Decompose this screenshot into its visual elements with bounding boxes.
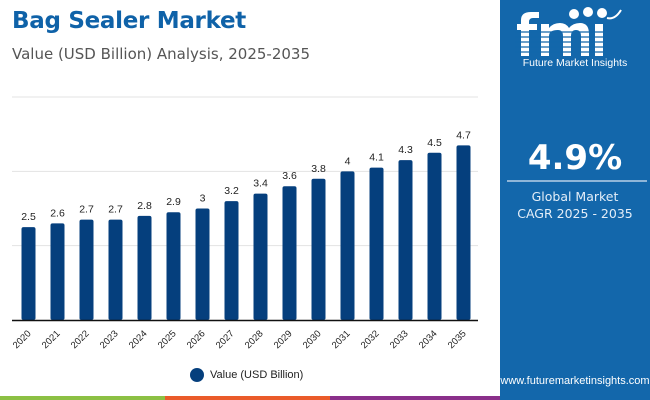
x-tick-label-2028: 2028 bbox=[243, 328, 266, 351]
bar-2034 bbox=[427, 152, 442, 320]
x-tick-label-2020: 2020 bbox=[11, 328, 34, 351]
legend-label: Value (USD Billion) bbox=[210, 369, 304, 381]
footer-strip-purple bbox=[330, 396, 500, 400]
bar-2033 bbox=[398, 160, 413, 320]
fmi-logo-icon bbox=[515, 7, 622, 56]
bar-chart: 2.5 2.6 2.7 2.7 2.8 2.9 3 3.2 3.4 3.6 3.8 4 4.1 4.3 4.… bbox=[11, 96, 478, 351]
bar-2031 bbox=[340, 171, 355, 320]
bar-2026 bbox=[195, 208, 210, 320]
chart-subtitle: Value (USD Billion) Analysis, 2025-2035 bbox=[12, 45, 310, 63]
x-tick-label-2024: 2024 bbox=[127, 328, 150, 351]
bar-2030 bbox=[311, 178, 326, 320]
bar-2023 bbox=[108, 219, 123, 320]
x-tick-label-2022: 2022 bbox=[69, 328, 92, 351]
data-label-2031: 4 bbox=[345, 155, 351, 167]
bar-2029 bbox=[282, 186, 297, 320]
footer-strip-green bbox=[0, 396, 165, 400]
x-tick-label-2030: 2030 bbox=[301, 328, 324, 351]
x-tick-label-2021: 2021 bbox=[40, 328, 63, 351]
x-tick-label-2027: 2027 bbox=[214, 328, 237, 351]
bar-2027 bbox=[224, 201, 239, 320]
footer-strip-orange bbox=[165, 396, 330, 400]
data-label-2021: 2.6 bbox=[50, 207, 65, 219]
data-label-2025: 2.9 bbox=[166, 196, 181, 208]
data-label-2028: 3.4 bbox=[253, 178, 268, 190]
website-link[interactable]: www.futuremarketinsights.com bbox=[500, 375, 650, 387]
bar-2021 bbox=[50, 223, 65, 320]
data-label-2035: 4.7 bbox=[456, 129, 471, 141]
bar-2025 bbox=[166, 212, 181, 320]
x-tick-label-2023: 2023 bbox=[98, 328, 121, 351]
x-tick-label-2033: 2033 bbox=[388, 328, 411, 351]
data-label-2020: 2.5 bbox=[21, 211, 36, 223]
bar-2020 bbox=[21, 227, 36, 320]
x-tick-label-2031: 2031 bbox=[330, 328, 353, 351]
data-label-2034: 4.5 bbox=[427, 137, 442, 149]
data-label-2023: 2.7 bbox=[108, 204, 123, 216]
bar-2024 bbox=[137, 215, 152, 320]
data-label-2026: 3 bbox=[200, 193, 206, 205]
legend-swatch bbox=[190, 368, 204, 382]
sidebar-panel bbox=[500, 0, 650, 400]
x-tick-label-2025: 2025 bbox=[156, 328, 179, 351]
data-label-2032: 4.1 bbox=[369, 152, 384, 164]
data-label-2022: 2.7 bbox=[79, 204, 94, 216]
data-label-2033: 4.3 bbox=[398, 144, 413, 156]
x-tick-label-2026: 2026 bbox=[185, 328, 208, 351]
cagr-label-line2: CAGR 2025 - 2035 bbox=[517, 206, 633, 221]
data-label-2030: 3.8 bbox=[311, 163, 326, 175]
x-tick-label-2029: 2029 bbox=[272, 328, 295, 351]
cagr-value: 4.9% bbox=[527, 138, 623, 178]
chart-title: Bag Sealer Market bbox=[12, 8, 246, 34]
data-label-2024: 2.8 bbox=[137, 200, 152, 212]
data-label-2029: 3.6 bbox=[282, 170, 297, 182]
cagr-divider bbox=[507, 180, 647, 182]
bar-2022 bbox=[79, 219, 94, 320]
cagr-label: Global Market CAGR 2025 - 2035 bbox=[500, 188, 650, 222]
x-tick-label-2032: 2032 bbox=[359, 328, 382, 351]
x-tick-label-2034: 2034 bbox=[417, 328, 440, 351]
x-tick-label-2035: 2035 bbox=[446, 328, 469, 351]
bar-2028 bbox=[253, 193, 268, 320]
data-label-2027: 3.2 bbox=[224, 185, 239, 197]
logo-text: Future Market Insights bbox=[522, 57, 628, 69]
bar-2035 bbox=[456, 145, 471, 320]
footer-strip-blue bbox=[500, 396, 650, 400]
bar-2032 bbox=[369, 167, 384, 320]
cagr-label-line1: Global Market bbox=[531, 189, 619, 204]
legend: Value (USD Billion) bbox=[190, 368, 303, 382]
